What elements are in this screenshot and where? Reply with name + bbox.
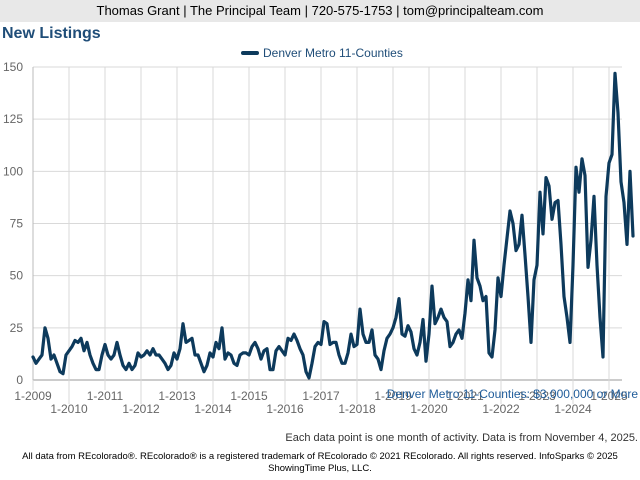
y-tick-label: 100 xyxy=(3,164,23,178)
chart-legend[interactable]: Denver Metro 11-Counties xyxy=(241,46,403,60)
y-tick-label: 75 xyxy=(10,217,24,231)
y-tick-label: 0 xyxy=(16,373,23,387)
chart-title: New Listings xyxy=(2,25,101,42)
x-tick-label: 1-2016 xyxy=(266,402,304,416)
legend-label: Denver Metro 11-Counties xyxy=(263,46,403,60)
y-tick-label: 125 xyxy=(3,112,23,126)
footer-line-1: All data from REcolorado®. REcolorado® i… xyxy=(22,451,618,462)
x-tick-label: 1-2014 xyxy=(194,402,232,416)
x-tick-label: 1-2018 xyxy=(338,402,376,416)
x-tick-label: 1-2024 xyxy=(554,402,592,416)
x-tick-label: 1-2023 xyxy=(518,389,556,403)
x-tick-label: 1-2015 xyxy=(230,389,268,403)
footer-line-2: ShowingTime Plus, LLC. xyxy=(268,463,372,474)
x-tick-label: 1-2020 xyxy=(410,402,448,416)
x-tick-label: 1-2010 xyxy=(50,402,88,416)
x-tick-label: 1-2011 xyxy=(87,389,124,403)
chart-caption: Denver Metro 11-Counties: $3,000,000 or … xyxy=(386,387,638,401)
footer: All data from REcolorado®. REcolorado® i… xyxy=(0,451,640,475)
legend-swatch xyxy=(241,51,259,55)
x-tick-label: 1-2012 xyxy=(122,402,160,416)
y-tick-label: 150 xyxy=(3,60,23,74)
y-tick-label: 50 xyxy=(10,269,24,283)
x-tick-label: 1-2019 xyxy=(374,389,412,403)
data-note: Each data point is one month of activity… xyxy=(285,432,638,444)
contact-header: Thomas Grant | The Principal Team | 720-… xyxy=(0,0,640,22)
x-tick-label: 1-2022 xyxy=(482,402,520,416)
x-tick-label: 1-2017 xyxy=(302,389,340,403)
x-tick-label: 1-2021 xyxy=(446,389,484,403)
y-tick-label: 25 xyxy=(10,321,24,335)
x-tick-label: 1-2009 xyxy=(14,389,52,403)
x-tick-label: 1-2013 xyxy=(158,389,196,403)
x-tick-label: 1-2025 xyxy=(590,389,628,403)
series-line-denver-metro xyxy=(31,71,635,380)
